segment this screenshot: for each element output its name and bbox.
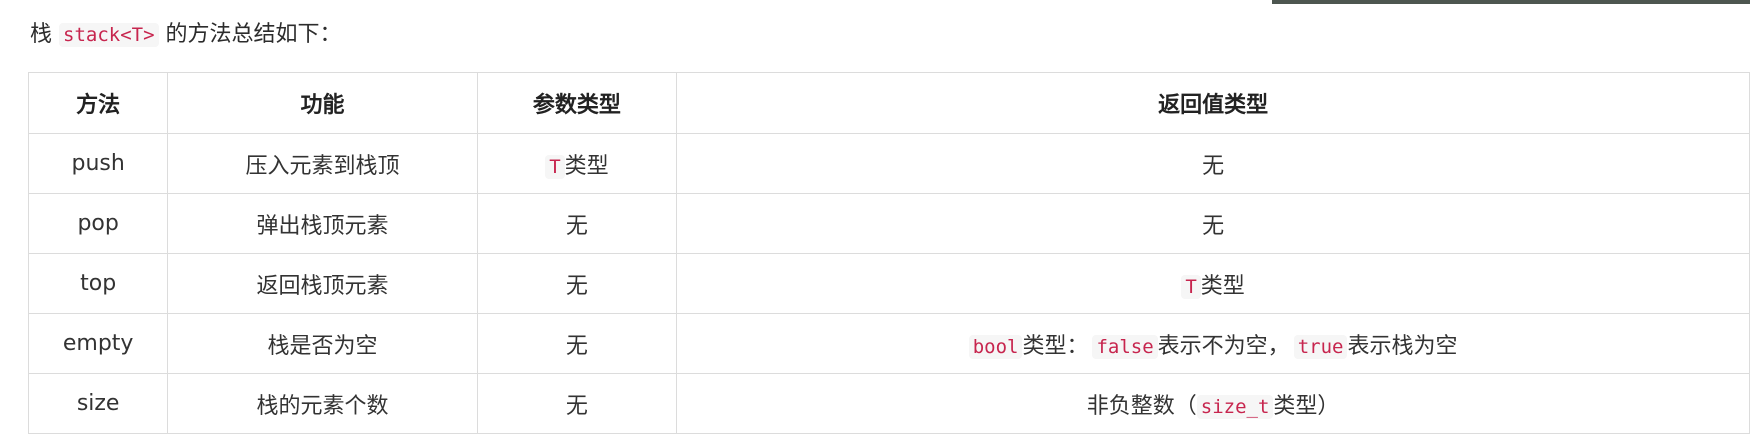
table-row: empty 栈是否为空 无 bool 类型： false 表示不为空， true 表示栈为… — [27, 313, 1750, 374]
header-param-type: 参数类型 — [476, 72, 678, 134]
cell-param: 无 — [476, 313, 678, 374]
cell-return-text-end: 类型） — [1273, 393, 1340, 419]
cell-param-code: T — [545, 154, 565, 179]
intro-suffix: 的方法总结如下： — [165, 22, 342, 47]
cell-method: pop — [27, 193, 169, 254]
cell-function: 压入元素到栈顶 — [167, 133, 478, 194]
cell-param: T 类型 — [476, 133, 678, 194]
cell-return-code-size-t: size_t — [1196, 394, 1274, 419]
cell-function: 弹出栈顶元素 — [167, 193, 478, 254]
cell-param-text: 类型 — [564, 153, 609, 179]
cell-method: empty — [27, 313, 169, 374]
cell-return-code-false: false — [1092, 334, 1158, 359]
cell-method: size — [27, 373, 169, 434]
cell-return-code-true: true — [1293, 334, 1348, 359]
cell-return-text-empty: 表示栈为空 — [1347, 333, 1458, 359]
cell-return-text-start: 非负整数（ — [1086, 393, 1197, 419]
header-return-type: 返回值类型 — [676, 72, 1750, 134]
cell-return: 无 — [676, 193, 1750, 254]
cell-function: 栈的元素个数 — [167, 373, 478, 434]
header-method: 方法 — [27, 72, 169, 134]
cell-param: 无 — [476, 373, 678, 434]
cell-return-text-type: 类型： — [1022, 333, 1089, 359]
cell-return-text-not-empty: 表示不为空， — [1157, 333, 1290, 359]
table-header-row: 方法 功能 参数类型 返回值类型 — [27, 72, 1750, 134]
cell-return-code: T — [1181, 274, 1201, 299]
header-function: 功能 — [167, 72, 478, 134]
table-row: push 压入元素到栈顶 T 类型 无 — [27, 133, 1750, 194]
cell-return: 非负整数（ size_t 类型） — [676, 373, 1750, 434]
cell-return-text: 类型 — [1200, 273, 1245, 299]
cell-param: 无 — [476, 253, 678, 314]
cell-return: bool 类型： false 表示不为空， true 表示栈为空 — [676, 313, 1750, 374]
cell-param: 无 — [476, 193, 678, 254]
cell-return: T 类型 — [676, 253, 1750, 314]
cell-function: 栈是否为空 — [167, 313, 478, 374]
cell-method: push — [27, 133, 169, 194]
cell-method: top — [27, 253, 169, 314]
cell-return: 无 — [676, 133, 1750, 194]
stack-methods-table: 方法 功能 参数类型 返回值类型 push 压入元素到栈顶 T 类型 无 pop … — [27, 72, 1750, 434]
cell-return-code-bool: bool — [968, 334, 1023, 359]
cell-function: 返回栈顶元素 — [167, 253, 478, 314]
intro-prefix: 栈 — [30, 22, 53, 47]
table-row: top 返回栈顶元素 无 T 类型 — [27, 253, 1750, 314]
intro-code: stack<T> — [59, 23, 159, 47]
table-row: pop 弹出栈顶元素 无 无 — [27, 193, 1750, 254]
top-right-edge-strip — [1272, 0, 1750, 4]
table-row: size 栈的元素个数 无 非负整数（ size_t 类型） — [27, 373, 1750, 434]
intro-sentence: 栈 stack<T> 的方法总结如下： — [30, 20, 342, 50]
